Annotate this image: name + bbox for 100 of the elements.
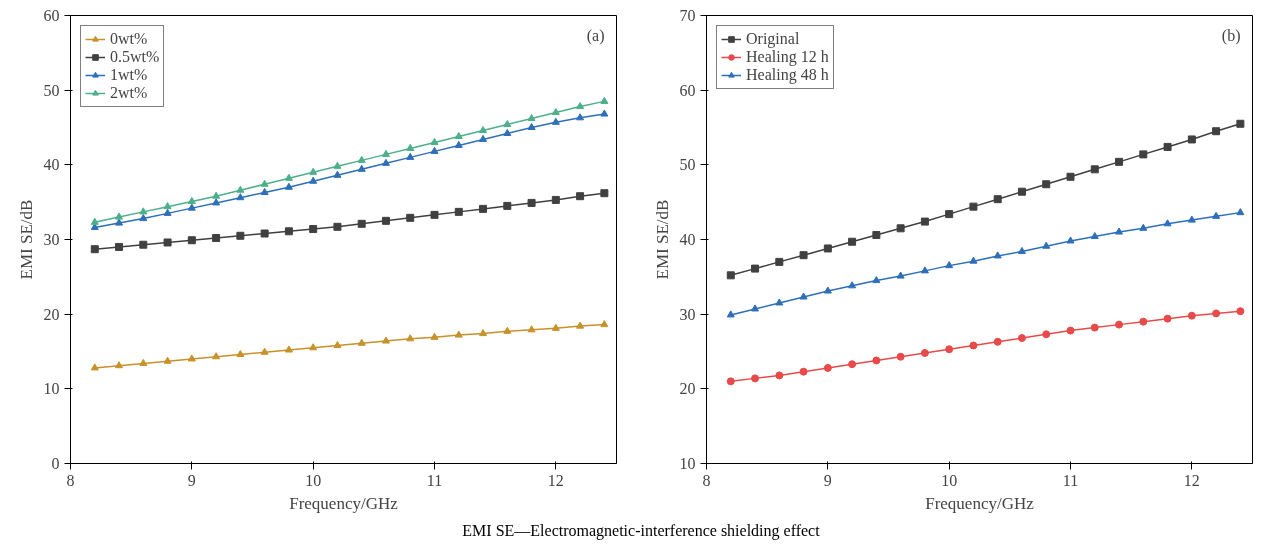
x-axis-title: Frequency/GHz	[289, 493, 399, 513]
y-tick-label: 50	[43, 81, 60, 99]
point	[1115, 157, 1124, 166]
point	[1090, 323, 1099, 332]
point	[90, 217, 99, 225]
point	[1163, 142, 1172, 151]
point	[527, 122, 536, 131]
point	[896, 352, 905, 361]
point	[726, 271, 735, 280]
point	[1066, 326, 1075, 335]
text: EMI SE—Electromagnetic-interference shielding effect	[462, 521, 820, 542]
point	[969, 341, 978, 350]
point	[163, 238, 172, 247]
point	[1236, 208, 1245, 216]
point	[726, 310, 735, 318]
point	[969, 202, 978, 211]
legend-label: Original	[746, 30, 800, 48]
legend-label: Healing 48 h	[746, 66, 829, 84]
point	[1163, 314, 1172, 323]
point	[503, 119, 512, 128]
point	[406, 334, 415, 342]
legend-label: 2wt%	[110, 84, 148, 102]
point	[872, 231, 881, 240]
point	[163, 356, 172, 364]
point	[1212, 309, 1221, 318]
x-tick-label: 10	[941, 471, 958, 489]
y-tick-label: 30	[679, 305, 696, 323]
point	[751, 304, 760, 312]
point	[115, 242, 124, 251]
point	[945, 210, 954, 219]
point	[600, 320, 609, 328]
point	[600, 96, 609, 104]
point	[430, 332, 439, 340]
point	[969, 256, 978, 264]
point	[1017, 334, 1026, 343]
point	[1139, 317, 1148, 326]
point	[1066, 236, 1075, 244]
point	[920, 217, 929, 226]
point	[600, 109, 609, 117]
point	[115, 218, 124, 226]
point	[1115, 320, 1124, 329]
point	[1212, 211, 1221, 219]
point	[260, 347, 269, 355]
point	[503, 326, 512, 334]
point	[212, 352, 221, 360]
point	[799, 292, 808, 300]
y-tick-label: 50	[679, 156, 696, 174]
point	[848, 237, 857, 246]
point	[430, 137, 439, 145]
point	[751, 264, 760, 273]
point	[896, 224, 905, 233]
point	[357, 219, 366, 228]
point	[993, 251, 1002, 259]
point	[1187, 135, 1196, 144]
point	[600, 189, 609, 198]
point	[1187, 215, 1196, 223]
point	[163, 202, 172, 210]
point	[309, 176, 318, 184]
point	[454, 131, 463, 139]
x-axis-title: Frequency/GHz	[925, 493, 1035, 513]
point	[1042, 180, 1051, 189]
point	[527, 325, 536, 333]
point	[527, 198, 536, 207]
point	[799, 367, 808, 376]
point	[1236, 119, 1245, 128]
point	[726, 377, 735, 386]
point	[115, 361, 124, 369]
point	[333, 161, 342, 169]
point	[284, 182, 293, 190]
y-tick-label: 20	[43, 305, 60, 323]
x-tick-label: 12	[547, 471, 564, 489]
x-tick-label: 11	[426, 471, 443, 489]
point	[284, 173, 293, 181]
point	[333, 222, 342, 231]
point	[357, 338, 366, 346]
point	[479, 204, 488, 213]
x-tick-label: 9	[823, 471, 832, 489]
point	[503, 201, 512, 210]
point	[90, 245, 99, 254]
point	[430, 210, 439, 219]
point	[993, 195, 1002, 204]
point	[139, 240, 148, 249]
point	[406, 143, 415, 151]
x-tick-label: 8	[702, 471, 711, 489]
point	[284, 227, 293, 236]
point	[503, 128, 512, 136]
point	[1017, 187, 1026, 196]
point	[872, 356, 881, 365]
point	[187, 203, 196, 211]
annotation: (a)	[586, 26, 605, 45]
point	[212, 191, 221, 199]
point	[551, 108, 560, 116]
point	[260, 179, 269, 187]
point	[454, 207, 463, 216]
point	[1066, 172, 1075, 181]
point	[139, 358, 148, 366]
y-tick-label: 0	[51, 455, 60, 472]
point	[823, 244, 832, 253]
point	[381, 158, 390, 166]
y-axis-title: EMI SE/dB	[16, 199, 36, 280]
